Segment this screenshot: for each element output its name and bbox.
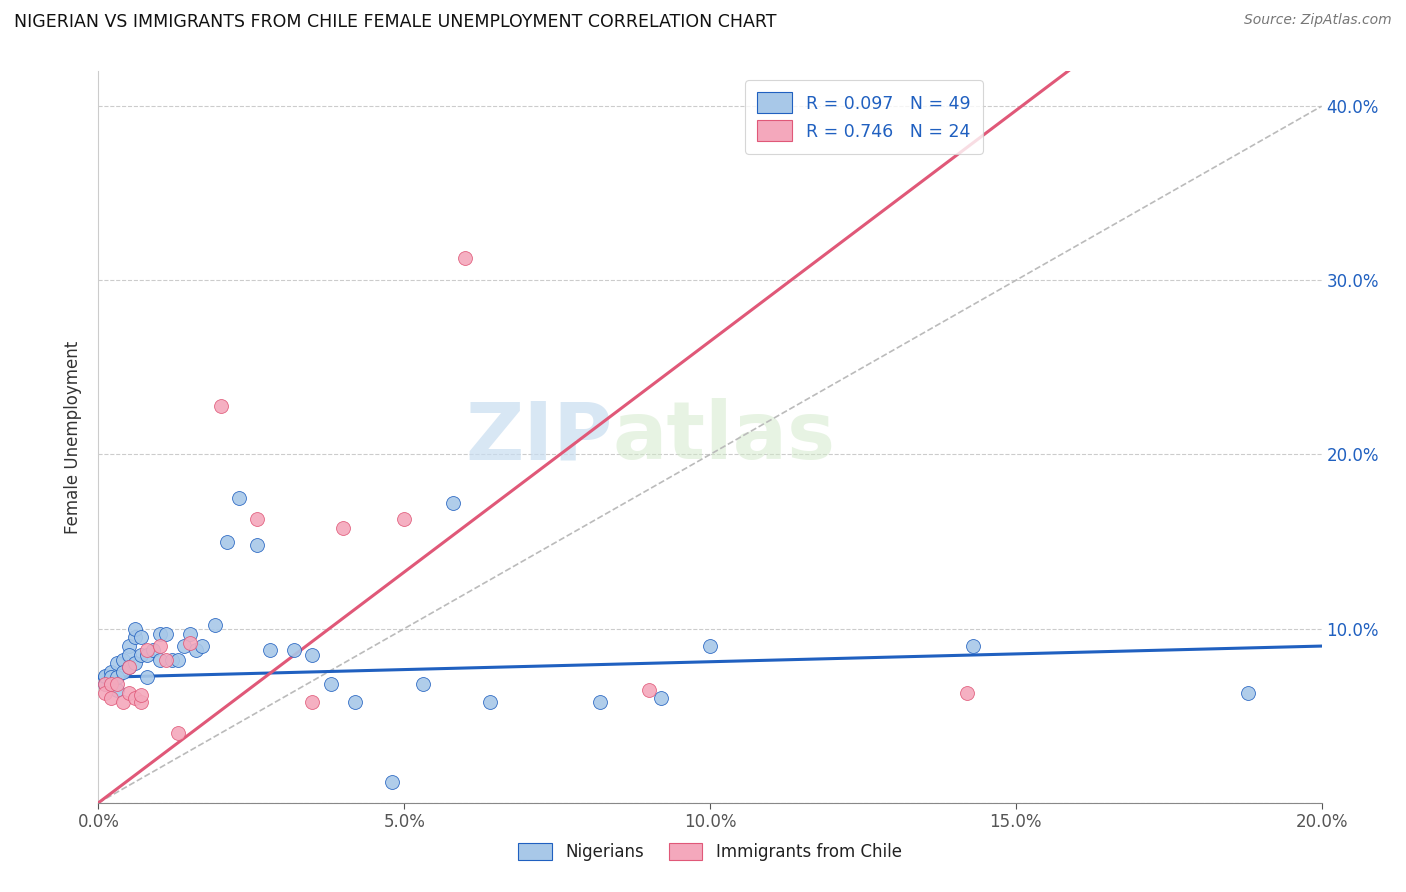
Point xyxy=(454,251,477,265)
Point xyxy=(179,635,201,649)
Point xyxy=(215,534,238,549)
Point xyxy=(637,682,661,697)
Point xyxy=(93,670,115,684)
Point xyxy=(149,639,172,653)
Point xyxy=(392,512,416,526)
Point xyxy=(129,631,152,645)
Point xyxy=(105,670,128,684)
Text: ZIP: ZIP xyxy=(465,398,612,476)
Point xyxy=(129,695,152,709)
Text: NIGERIAN VS IMMIGRANTS FROM CHILE FEMALE UNEMPLOYMENT CORRELATION CHART: NIGERIAN VS IMMIGRANTS FROM CHILE FEMALE… xyxy=(14,13,776,31)
Point xyxy=(111,653,134,667)
Point xyxy=(332,521,354,535)
Point xyxy=(589,695,612,709)
Point xyxy=(1237,686,1260,700)
Point xyxy=(191,639,214,653)
Legend: Nigerians, Immigrants from Chile: Nigerians, Immigrants from Chile xyxy=(512,836,908,868)
Point xyxy=(167,653,190,667)
Point xyxy=(136,648,159,662)
Point xyxy=(259,642,281,657)
Point xyxy=(124,631,146,645)
Point xyxy=(100,691,122,706)
Point xyxy=(111,695,134,709)
Point xyxy=(412,677,434,691)
Point xyxy=(301,695,323,709)
Point xyxy=(118,660,141,674)
Point xyxy=(167,726,190,740)
Point xyxy=(136,670,159,684)
Point xyxy=(142,642,165,657)
Point xyxy=(381,775,404,789)
Point xyxy=(105,677,128,691)
Point xyxy=(105,657,128,671)
Point xyxy=(246,512,269,526)
Point xyxy=(301,648,323,662)
Point xyxy=(93,668,115,682)
Point xyxy=(186,642,208,657)
Point xyxy=(118,639,141,653)
Point xyxy=(118,686,141,700)
Point xyxy=(118,660,141,674)
Point xyxy=(283,642,305,657)
Point xyxy=(100,677,122,691)
Point xyxy=(962,639,984,653)
Point xyxy=(956,686,979,700)
Point xyxy=(155,653,177,667)
Point xyxy=(93,677,115,691)
Point xyxy=(344,695,367,709)
Point xyxy=(441,496,464,510)
Point xyxy=(100,677,122,691)
Point xyxy=(319,677,342,691)
Point xyxy=(699,639,721,653)
Point xyxy=(100,670,122,684)
Point xyxy=(124,622,146,636)
Point xyxy=(111,665,134,680)
Point xyxy=(93,686,115,700)
Point xyxy=(209,399,232,413)
Point xyxy=(100,665,122,680)
Point xyxy=(179,627,201,641)
Point xyxy=(160,653,183,667)
Point xyxy=(155,627,177,641)
Point xyxy=(105,682,128,697)
Point xyxy=(129,688,152,702)
Point xyxy=(650,691,672,706)
Point xyxy=(124,691,146,706)
Point xyxy=(149,653,172,667)
Point xyxy=(228,491,250,505)
Point xyxy=(246,538,269,552)
Point xyxy=(173,639,195,653)
Point xyxy=(149,627,172,641)
Point xyxy=(118,648,141,662)
Y-axis label: Female Unemployment: Female Unemployment xyxy=(65,341,83,533)
Point xyxy=(478,695,501,709)
Text: atlas: atlas xyxy=(612,398,835,476)
Point xyxy=(93,677,115,691)
Point xyxy=(204,618,226,632)
Text: Source: ZipAtlas.com: Source: ZipAtlas.com xyxy=(1244,13,1392,28)
Point xyxy=(129,648,152,662)
Point xyxy=(124,657,146,671)
Point xyxy=(136,642,159,657)
